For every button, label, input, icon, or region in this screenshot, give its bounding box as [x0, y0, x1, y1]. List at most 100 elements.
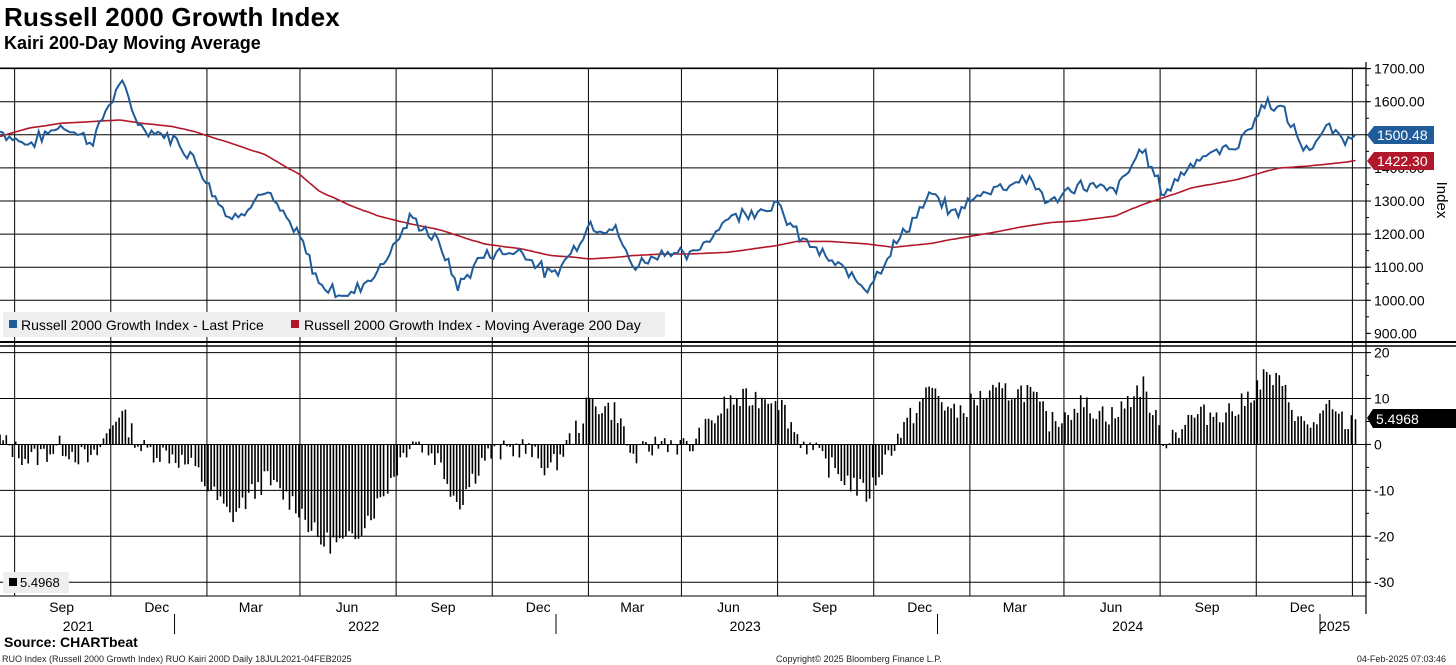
x-month-label: Sep — [812, 599, 837, 615]
kairi-bar — [843, 444, 846, 486]
x-year-label: 2021 — [63, 618, 94, 634]
kairi-bar — [162, 444, 164, 448]
kairi-bar — [1123, 408, 1126, 445]
kairi-bar — [46, 444, 48, 462]
kairi-bar — [912, 423, 915, 445]
kairi-bar — [449, 444, 452, 497]
kairi-bar — [345, 444, 347, 537]
kairi-bar — [1032, 391, 1035, 445]
kairi-bar — [506, 444, 508, 447]
kairi-bar — [468, 444, 471, 488]
kairi-bar — [1070, 419, 1073, 445]
kairi-bar — [251, 444, 253, 485]
y-tick-label: 20 — [1374, 345, 1390, 361]
kairi-bar — [446, 444, 449, 484]
ma-last-tag — [1367, 152, 1434, 170]
kairi-bar — [1001, 388, 1004, 445]
kairi-bar — [99, 444, 102, 447]
kairi-bar — [562, 444, 565, 457]
kairi-bar — [360, 444, 363, 536]
kairi-bar — [487, 444, 489, 449]
kairi-bar — [973, 399, 975, 445]
kairi-bar — [1095, 419, 1098, 445]
kairi-bar — [1272, 385, 1274, 445]
chart-title: Russell 2000 Growth Index — [4, 2, 340, 32]
kairi-bar — [550, 444, 552, 463]
kairi-bar — [165, 444, 167, 451]
kairi-bar — [77, 444, 80, 465]
kairi-bar — [329, 444, 332, 554]
kairi-bars — [0, 369, 1357, 554]
kairi-bar — [754, 391, 757, 445]
footer-left-note: RUO Index (Russell 2000 Growth Index) RU… — [2, 654, 352, 664]
kairi-bar — [953, 403, 955, 445]
kairi-bar — [232, 444, 234, 523]
kairi-bar — [629, 444, 631, 453]
kairi-bar — [1319, 413, 1321, 445]
kairi-bar — [594, 406, 597, 445]
ma-last-value: 1422.30 — [1377, 153, 1428, 169]
kairi-bar — [452, 444, 455, 496]
kairi-bar — [80, 444, 83, 447]
kairi-bar — [36, 444, 39, 466]
kairi-bar — [49, 444, 51, 455]
kairi-bar — [897, 433, 899, 445]
kairi-bar — [862, 444, 865, 483]
kairi-bar — [1196, 414, 1199, 445]
kairi-bar — [922, 398, 924, 445]
kairi-bar — [137, 444, 139, 447]
kairi-bar — [588, 397, 591, 445]
kairi-bar — [707, 418, 710, 445]
kairi-bar — [1178, 438, 1180, 445]
kairi-bar — [197, 444, 200, 468]
kairi-bar — [338, 444, 341, 538]
footer-timestamp: 04-Feb-2025 07:03:46 — [1356, 654, 1446, 664]
x-month-label: Sep — [431, 599, 456, 615]
kairi-bar — [931, 387, 934, 445]
kairi-bar — [288, 444, 291, 510]
kairi-bar — [219, 444, 222, 497]
kairi-bar — [1133, 396, 1135, 445]
kairi-bar — [900, 437, 902, 445]
kairi-bar — [937, 395, 940, 445]
kairi-bar — [304, 444, 306, 520]
kairi-bar — [430, 444, 433, 454]
kairi-bar — [799, 444, 802, 448]
kairi-bar — [58, 435, 61, 445]
kairi-bar — [1029, 387, 1032, 445]
kairi-bar — [657, 444, 660, 449]
kairi-bar — [1014, 399, 1016, 445]
kairi-bar — [613, 402, 616, 445]
kairi-bar — [704, 418, 707, 445]
kairi-bar — [434, 444, 436, 465]
price-layer — [0, 78, 1357, 299]
kairi-bar — [0, 434, 1, 445]
kairi-bar — [93, 444, 95, 450]
kairi-bar — [1231, 411, 1233, 445]
kairi-bar — [301, 444, 303, 509]
kairi-bar — [260, 444, 263, 495]
kairi-bar — [742, 388, 744, 445]
kairi-bar — [515, 443, 518, 445]
kairi-bar — [521, 439, 524, 445]
kairi-bar — [405, 444, 408, 458]
kairi-bar — [1259, 389, 1262, 445]
kairi-bar — [1338, 413, 1340, 445]
kairi-bar — [118, 417, 120, 445]
kairi-bar — [427, 444, 430, 456]
kairi-bar — [1067, 415, 1069, 445]
kairi-bar — [732, 404, 735, 445]
ma-200-line — [0, 119, 1356, 260]
kairi-bar — [351, 444, 353, 534]
x-month-label: Sep — [1195, 599, 1220, 615]
kairi-bar — [194, 444, 197, 467]
kairi-bar — [571, 443, 574, 445]
chart-subtitle: Kairi 200-Day Moving Average — [4, 33, 261, 53]
kairi-bar — [598, 414, 600, 445]
kairi-bar — [1039, 401, 1041, 445]
kairi-bar — [481, 444, 483, 458]
kairi-bar — [1158, 425, 1160, 445]
kairi-bar — [354, 444, 357, 540]
kairi-bar — [1334, 411, 1337, 445]
kairi-bar — [710, 420, 713, 445]
